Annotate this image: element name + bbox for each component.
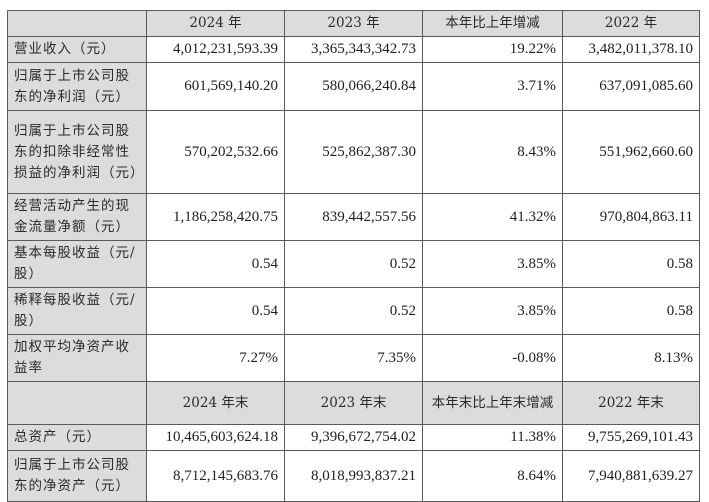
table-row: 基本每股收益（元/股） 0.54 0.52 3.85% 0.58: [7, 240, 700, 288]
header-blank: [7, 10, 147, 37]
row-label: 归属于上市公司股东的净资产（元）: [7, 450, 147, 502]
cell-2024: 10,465,603,624.18: [146, 424, 285, 451]
table-row: 经营活动产生的现金流量净额（元） 1,186,258,420.75 839,44…: [7, 193, 700, 241]
table-row: 营业收入（元） 4,012,231,593.39 3,365,343,342.7…: [7, 36, 700, 63]
cell-2022: 9,755,269,101.43: [562, 424, 700, 451]
financial-summary-table: 2024 年 2023 年 本年比上年增减 2022 年 营业收入（元） 4,0…: [7, 10, 700, 502]
cell-2024: 570,202,532.66: [146, 110, 285, 194]
header-2023: 2023 年: [284, 10, 423, 37]
cell-2024: 0.54: [146, 287, 285, 335]
header-row-year-end: 2024 年末 2023 年末 本年末比上年末增减 2022 年末: [7, 381, 700, 425]
row-label: 稀释每股收益（元/股）: [7, 287, 147, 335]
header-2023-end: 2023 年末: [284, 381, 423, 425]
cell-2024: 7.27%: [146, 334, 285, 382]
cell-2023: 525,862,387.30: [284, 110, 423, 194]
table-row: 加权平均净资产收益率 7.27% 7.35% -0.08% 8.13%: [7, 334, 700, 382]
table-row: 稀释每股收益（元/股） 0.54 0.52 3.85% 0.58: [7, 287, 700, 335]
header-blank: [7, 381, 147, 425]
table-row: 归属于上市公司股东的净资产（元） 8,712,145,683.76 8,018,…: [7, 450, 700, 502]
cell-change: -0.08%: [422, 334, 563, 382]
cell-2022: 0.58: [562, 240, 700, 288]
table-row: 归属于上市公司股东的净利润（元） 601,569,140.20 580,066,…: [7, 62, 700, 111]
row-label: 营业收入（元）: [7, 36, 147, 63]
header-2024-end: 2024 年末: [146, 381, 285, 425]
table-row: 总资产（元） 10,465,603,624.18 9,396,672,754.0…: [7, 424, 700, 451]
cell-2023: 0.52: [284, 240, 423, 288]
cell-2022: 7,940,881,639.27: [562, 450, 700, 502]
cell-2022: 637,091,085.60: [562, 62, 700, 111]
cell-2022: 3,482,011,378.10: [562, 36, 700, 63]
cell-2023: 3,365,343,342.73: [284, 36, 423, 63]
table-row: 归属于上市公司股东的扣除非经常性损益的净利润（元） 570,202,532.66…: [7, 110, 700, 194]
cell-2023: 9,396,672,754.02: [284, 424, 423, 451]
cell-change: 41.32%: [422, 193, 563, 241]
cell-2023: 7.35%: [284, 334, 423, 382]
cell-change: 8.64%: [422, 450, 563, 502]
cell-2024: 1,186,258,420.75: [146, 193, 285, 241]
cell-2022: 0.58: [562, 287, 700, 335]
row-label: 归属于上市公司股东的扣除非经常性损益的净利润（元）: [7, 110, 147, 194]
cell-2023: 839,442,557.56: [284, 193, 423, 241]
cell-2023: 8,018,993,837.21: [284, 450, 423, 502]
cell-2023: 580,066,240.84: [284, 62, 423, 111]
cell-2022: 551,962,660.60: [562, 110, 700, 194]
cell-change: 3.71%: [422, 62, 563, 111]
cell-2024: 8,712,145,683.76: [146, 450, 285, 502]
cell-change: 19.22%: [422, 36, 563, 63]
header-2024: 2024 年: [146, 10, 285, 37]
cell-2024: 601,569,140.20: [146, 62, 285, 111]
cell-change: 3.85%: [422, 287, 563, 335]
cell-change: 8.43%: [422, 110, 563, 194]
cell-2024: 0.54: [146, 240, 285, 288]
cell-change: 11.38%: [422, 424, 563, 451]
row-label: 总资产（元）: [7, 424, 147, 451]
header-row: 2024 年 2023 年 本年比上年增减 2022 年: [7, 10, 700, 37]
cell-change: 3.85%: [422, 240, 563, 288]
header-change-end: 本年末比上年末增减: [422, 381, 563, 425]
header-2022-end: 2022 年末: [562, 381, 700, 425]
header-change: 本年比上年增减: [422, 10, 563, 37]
row-label: 经营活动产生的现金流量净额（元）: [7, 193, 147, 241]
cell-2022: 8.13%: [562, 334, 700, 382]
cell-2023: 0.52: [284, 287, 423, 335]
header-2022: 2022 年: [562, 10, 700, 37]
cell-2022: 970,804,863.11: [562, 193, 700, 241]
row-label: 归属于上市公司股东的净利润（元）: [7, 62, 147, 111]
row-label: 基本每股收益（元/股）: [7, 240, 147, 288]
cell-2024: 4,012,231,593.39: [146, 36, 285, 63]
row-label: 加权平均净资产收益率: [7, 334, 147, 382]
